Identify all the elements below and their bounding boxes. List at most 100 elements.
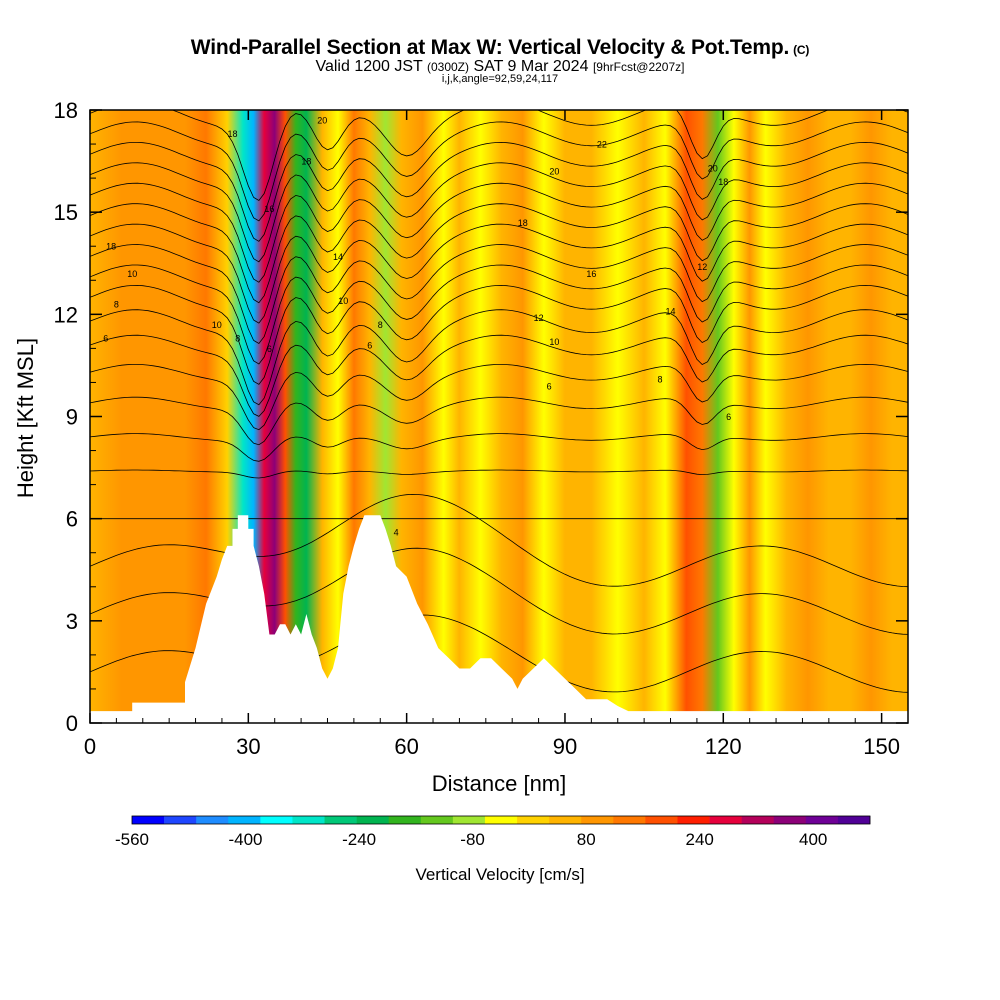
colorbar-swatch	[324, 816, 357, 824]
theta-contour-line	[90, 264, 908, 365]
x-tick-label: 90	[553, 734, 577, 759]
theta-contour-line	[90, 121, 908, 222]
theta-contour-line	[90, 284, 908, 385]
subtitle-valid: Valid 1200 JST	[315, 58, 423, 75]
colorbar-swatch	[356, 816, 389, 824]
subtitle-forecast: [9hrFcst@2207z]	[592, 60, 685, 74]
title-block: Wind-Parallel Section at Max W: Vertical…	[0, 36, 1000, 85]
theta-contour-line	[90, 244, 908, 345]
colorbar-swatch	[613, 816, 646, 824]
colorbar-swatch	[837, 816, 871, 824]
contour-label: 6	[267, 344, 272, 354]
y-tick-label: 6	[66, 507, 78, 532]
chart-title: Wind-Parallel Section at Max W: Vertical…	[0, 36, 1000, 60]
contour-label: 16	[586, 269, 596, 279]
theta-contour-line	[90, 363, 908, 431]
colorbar-swatch	[677, 816, 710, 824]
y-tick-label: 15	[54, 200, 78, 225]
colorbar-swatch	[388, 816, 422, 824]
colorbar-swatch	[741, 816, 775, 824]
theta-contour-line	[90, 309, 908, 406]
colorbar-tick-label: -400	[228, 830, 262, 849]
contour-label: 16	[264, 204, 274, 214]
colorbar-tick-label: 80	[577, 830, 596, 849]
contour-label: 12	[697, 262, 707, 272]
subtitle-zulu: (0300Z)	[426, 60, 469, 74]
x-tick-label: 120	[705, 734, 742, 759]
colorbar-swatch	[773, 816, 807, 824]
theta-contour-line	[90, 433, 908, 462]
contour-label: 18	[301, 157, 311, 167]
x-tick-label: 0	[84, 734, 96, 759]
y-tick-label: 3	[66, 609, 78, 634]
chart-subtitle: Valid 1200 JST (0300Z) SAT 9 Mar 2024 [9…	[0, 58, 1000, 76]
contour-label: 18	[227, 129, 237, 139]
contour-label: 8	[657, 374, 662, 384]
colorbar-swatch	[581, 816, 614, 824]
chart-title-text: Wind-Parallel Section at Max W: Vertical…	[190, 36, 790, 59]
y-tick-label: 9	[66, 405, 78, 430]
contour-label: 18	[718, 177, 728, 187]
contour-label: 18	[106, 242, 116, 252]
contour-label: 20	[549, 167, 559, 177]
contour-label: 6	[103, 334, 108, 344]
contour-label: 6	[726, 412, 731, 422]
colorbar-swatch	[645, 816, 678, 824]
theta-contours	[90, 110, 908, 693]
theta-contour-line	[90, 141, 908, 242]
contour-label: 10	[549, 337, 559, 347]
contour-label: 22	[597, 140, 607, 150]
contour-label: 6	[367, 340, 372, 350]
contour-label: 10	[212, 320, 222, 330]
chart-params: i,j,k,angle=92,59,24,117	[441, 73, 559, 85]
colorbar-swatch	[420, 816, 454, 824]
contour-label: 20	[708, 163, 718, 173]
y-tick-label: 18	[54, 98, 78, 123]
colorbar-swatch	[549, 816, 582, 824]
theta-contour-line	[90, 203, 908, 304]
y-axis: 0 3 6 9 12 15 18	[54, 98, 908, 736]
contour-label: 20	[317, 116, 327, 126]
contour-label: 18	[518, 218, 528, 228]
colorbar-frame	[131, 815, 871, 825]
colorbar-swatch	[452, 816, 486, 824]
contour-label: 4	[394, 528, 399, 538]
contour-label: 8	[378, 320, 383, 330]
colorbar: -560 -400 -240 -80 80 240 400	[115, 815, 871, 849]
colorbar-swatch	[292, 816, 325, 824]
colorbar-swatch	[709, 816, 742, 824]
contour-label: 8	[235, 334, 240, 344]
x-tick-label: 150	[863, 734, 900, 759]
theta-contour-line	[90, 223, 908, 324]
terrain-mask	[90, 515, 908, 723]
x-axis-label: Distance [nm]	[432, 771, 567, 796]
colorbar-swatch	[164, 816, 197, 824]
contour-labels: 6448101868101010121414121616181818182020…	[103, 116, 731, 541]
colorbar-swatch	[805, 816, 839, 824]
colorbar-swatch	[228, 816, 261, 824]
x-axis: 0 30 60 90 120 150	[84, 110, 909, 759]
contour-label: 8	[114, 300, 119, 310]
contour-label: 10	[127, 269, 137, 279]
theta-contour-line	[90, 469, 908, 479]
colorbar-swatch	[196, 816, 229, 824]
colorbar-swatch	[260, 816, 293, 824]
contour-label: 10	[338, 296, 348, 306]
colorbar-tick-label: 240	[686, 830, 714, 849]
colorbar-swatch	[517, 816, 550, 824]
contour-label: 12	[534, 313, 544, 323]
colorbar-swatch	[484, 816, 518, 824]
theta-contour-line	[90, 110, 908, 202]
theta-contour-line	[90, 182, 908, 283]
y-tick-label: 0	[66, 711, 78, 736]
theta-contour-line	[90, 396, 908, 446]
x-tick-label: 30	[236, 734, 260, 759]
theta-contour-line	[90, 334, 908, 417]
y-axis-label: Height [Kft MSL]	[13, 338, 38, 498]
colorbar-tick-label: -240	[342, 830, 376, 849]
contour-label: 14	[665, 306, 675, 316]
y-tick-label: 12	[54, 302, 78, 327]
colorbar-tick-label: 400	[799, 830, 827, 849]
contour-label: 6	[547, 381, 552, 391]
